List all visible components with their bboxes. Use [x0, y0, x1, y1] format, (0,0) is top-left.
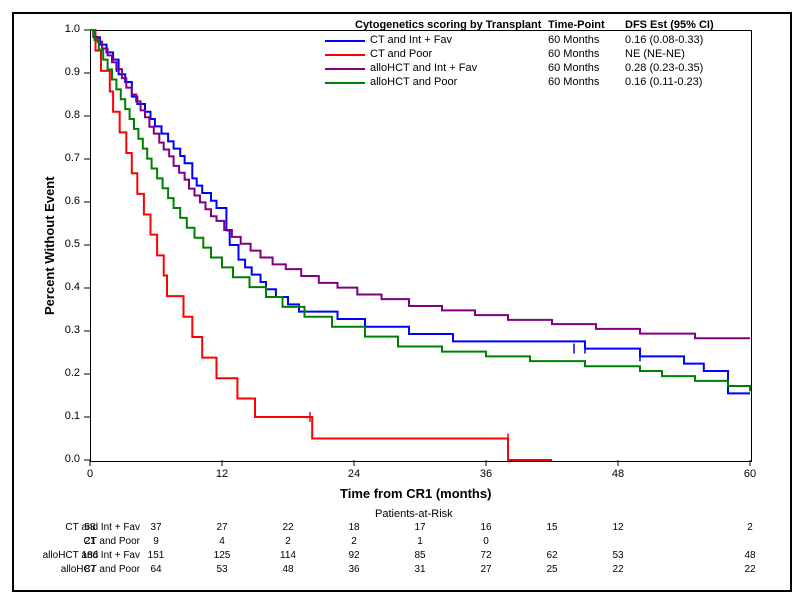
risk-cell: 87: [72, 564, 108, 575]
legend-time: 60 Months: [548, 76, 599, 88]
legend-header-est: DFS Est (95% CI): [625, 19, 714, 31]
legend-label: alloHCT and Poor: [370, 76, 457, 88]
risk-cell: 58: [72, 522, 108, 533]
legend-time: 60 Months: [548, 34, 599, 46]
legend-time: 60 Months: [548, 48, 599, 60]
risk-cell: 2: [732, 522, 768, 533]
x-tick-label: 36: [474, 468, 498, 480]
risk-cell: 31: [402, 564, 438, 575]
risk-cell: 12: [600, 522, 636, 533]
y-tick-label: 0.5: [65, 238, 80, 250]
y-tick-label: 1.0: [65, 23, 80, 35]
risk-cell: 114: [270, 550, 306, 561]
risk-row-label: alloHCT and Poor: [0, 564, 140, 575]
risk-cell: 48: [732, 550, 768, 561]
y-tick-label: 0.8: [65, 109, 80, 121]
legend-est: 0.16 (0.11-0.23): [625, 76, 702, 88]
legend-swatch: [325, 54, 365, 56]
x-tick-label: 12: [210, 468, 234, 480]
risk-cell: 0: [468, 536, 504, 547]
risk-cell: 1: [402, 536, 438, 547]
risk-cell: 22: [600, 564, 636, 575]
x-tick-label: 48: [606, 468, 630, 480]
y-tick-label: 0.0: [65, 453, 80, 465]
risk-cell: 27: [468, 564, 504, 575]
x-tick-label: 60: [738, 468, 762, 480]
risk-row-label: CT and Int + Fav: [0, 522, 140, 533]
risk-cell: 15: [534, 522, 570, 533]
risk-cell: 64: [138, 564, 174, 575]
risk-cell: 2: [336, 536, 372, 547]
risk-cell: 125: [204, 550, 240, 561]
legend-swatch: [325, 40, 365, 42]
km-figure: 012243648600.00.10.20.30.40.50.60.70.80.…: [0, 0, 800, 600]
risk-cell: 9: [138, 536, 174, 547]
y-axis-label: Percent Without Event: [42, 176, 57, 315]
km-curve: [90, 30, 552, 460]
y-tick-label: 0.6: [65, 195, 80, 207]
risk-cell: 48: [270, 564, 306, 575]
risk-cell: 151: [138, 550, 174, 561]
legend-header-time: Time-Point: [548, 19, 605, 31]
legend-swatch: [325, 82, 365, 84]
risk-cell: 16: [468, 522, 504, 533]
risk-cell: 62: [534, 550, 570, 561]
risk-cell: 4: [204, 536, 240, 547]
x-tick-label: 0: [78, 468, 102, 480]
risk-cell: 27: [204, 522, 240, 533]
risk-cell: 85: [402, 550, 438, 561]
legend-swatch: [325, 68, 365, 70]
y-tick-label: 0.7: [65, 152, 80, 164]
risk-cell: 22: [732, 564, 768, 575]
y-tick-label: 0.2: [65, 367, 80, 379]
risk-row-label: CT and Poor: [0, 536, 140, 547]
risk-cell: 72: [468, 550, 504, 561]
risk-cell: 21: [72, 536, 108, 547]
legend-est: 0.16 (0.08-0.33): [625, 34, 703, 46]
legend-est: NE (NE-NE): [625, 48, 685, 60]
risk-cell: 2: [270, 536, 306, 547]
legend-est: 0.28 (0.23-0.35): [625, 62, 703, 74]
risk-cell: 92: [336, 550, 372, 561]
risk-cell: 53: [600, 550, 636, 561]
risk-cell: 53: [204, 564, 240, 575]
legend-header-group: Cytogenetics scoring by Transplant: [355, 19, 541, 31]
risk-table-title: Patients-at-Risk: [375, 508, 453, 520]
risk-cell: 37: [138, 522, 174, 533]
x-axis-label: Time from CR1 (months): [340, 486, 491, 501]
legend-label: alloHCT and Int + Fav: [370, 62, 477, 74]
risk-cell: 25: [534, 564, 570, 575]
legend-label: CT and Poor: [370, 48, 432, 60]
risk-cell: 17: [402, 522, 438, 533]
risk-row-label: alloHCT and Int + Fav: [0, 550, 140, 561]
y-tick-label: 0.4: [65, 281, 80, 293]
x-tick-label: 24: [342, 468, 366, 480]
y-tick-label: 0.9: [65, 66, 80, 78]
risk-cell: 36: [336, 564, 372, 575]
legend-label: CT and Int + Fav: [370, 34, 452, 46]
legend-time: 60 Months: [548, 62, 599, 74]
risk-cell: 22: [270, 522, 306, 533]
y-tick-label: 0.3: [65, 324, 80, 336]
risk-cell: 18: [336, 522, 372, 533]
y-tick-label: 0.1: [65, 410, 80, 422]
risk-cell: 186: [72, 550, 108, 561]
